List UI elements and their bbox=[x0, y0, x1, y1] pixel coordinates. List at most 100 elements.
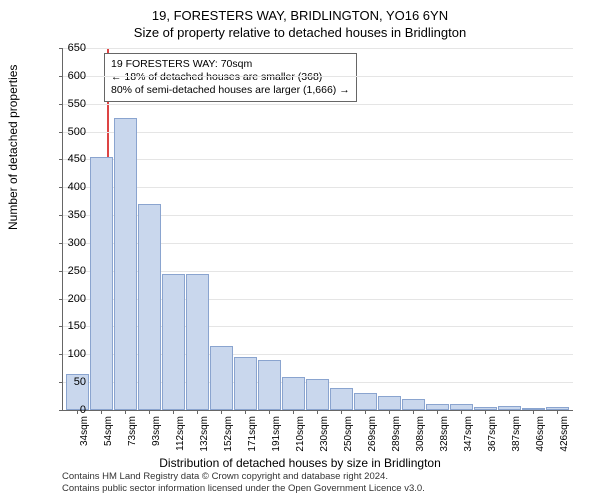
plot-area: 19 FORESTERS WAY: 70sqm ← 18% of detache… bbox=[62, 48, 573, 411]
ytick-mark bbox=[59, 299, 63, 300]
xtick-label: 171sqm bbox=[247, 416, 258, 452]
xtick-mark bbox=[461, 410, 462, 414]
xtick-mark bbox=[485, 410, 486, 414]
xtick-mark bbox=[269, 410, 270, 414]
xtick-label: 230sqm bbox=[319, 416, 330, 452]
ytick-label: 200 bbox=[68, 293, 86, 305]
xtick-label: 54sqm bbox=[103, 416, 114, 446]
footnote-l2: Contains public sector information licen… bbox=[62, 483, 425, 494]
xtick-label: 210sqm bbox=[295, 416, 306, 452]
xtick-mark bbox=[293, 410, 294, 414]
ytick-mark bbox=[59, 132, 63, 133]
gridline-h bbox=[63, 187, 573, 188]
ytick-label: 400 bbox=[68, 181, 86, 193]
ytick-label: 600 bbox=[68, 70, 86, 82]
xtick-label: 152sqm bbox=[223, 416, 234, 452]
xtick-mark bbox=[437, 410, 438, 414]
xtick-mark bbox=[197, 410, 198, 414]
histogram-bar bbox=[402, 399, 425, 410]
ytick-label: 50 bbox=[74, 376, 86, 388]
footnote: Contains HM Land Registry data © Crown c… bbox=[62, 471, 425, 494]
xtick-mark bbox=[221, 410, 222, 414]
histogram-bar bbox=[354, 393, 377, 410]
xtick-mark bbox=[317, 410, 318, 414]
xtick-mark bbox=[341, 410, 342, 414]
gridline-h bbox=[63, 104, 573, 105]
annotation-l3: 80% of semi-detached houses are larger (… bbox=[111, 84, 350, 97]
ytick-label: 500 bbox=[68, 126, 86, 138]
gridline-h bbox=[63, 76, 573, 77]
gridline-h bbox=[63, 48, 573, 49]
ytick-mark bbox=[59, 382, 63, 383]
y-axis-label: Number of detached properties bbox=[6, 65, 20, 230]
xtick-label: 387sqm bbox=[511, 416, 522, 452]
histogram-bar bbox=[378, 396, 401, 410]
annotation-l2: ← 18% of detached houses are smaller (36… bbox=[111, 71, 350, 84]
ytick-label: 100 bbox=[68, 348, 86, 360]
ytick-mark bbox=[59, 48, 63, 49]
gridline-h bbox=[63, 159, 573, 160]
ytick-label: 150 bbox=[68, 320, 86, 332]
histogram-bar bbox=[258, 360, 281, 410]
ytick-mark bbox=[59, 410, 63, 411]
ytick-label: 650 bbox=[68, 42, 86, 54]
histogram-bar bbox=[114, 118, 137, 410]
annotation-l1: 19 FORESTERS WAY: 70sqm bbox=[111, 58, 350, 71]
ytick-mark bbox=[59, 354, 63, 355]
xtick-mark bbox=[101, 410, 102, 414]
ytick-mark bbox=[59, 187, 63, 188]
histogram-bar bbox=[282, 377, 305, 410]
ytick-mark bbox=[59, 76, 63, 77]
title-line-2: Size of property relative to detached ho… bbox=[0, 23, 600, 40]
xtick-label: 406sqm bbox=[535, 416, 546, 452]
xtick-label: 250sqm bbox=[343, 416, 354, 452]
histogram-bar bbox=[186, 274, 209, 410]
xtick-label: 308sqm bbox=[415, 416, 426, 452]
xtick-label: 73sqm bbox=[127, 416, 138, 446]
xtick-label: 367sqm bbox=[487, 416, 498, 452]
xtick-label: 347sqm bbox=[463, 416, 474, 452]
xtick-label: 112sqm bbox=[175, 416, 186, 451]
xtick-label: 289sqm bbox=[391, 416, 402, 452]
xtick-mark bbox=[413, 410, 414, 414]
histogram-bar bbox=[306, 379, 329, 410]
ytick-label: 350 bbox=[68, 209, 86, 221]
xtick-mark bbox=[173, 410, 174, 414]
annotation-box: 19 FORESTERS WAY: 70sqm ← 18% of detache… bbox=[104, 53, 357, 102]
xtick-label: 191sqm bbox=[271, 416, 282, 452]
xtick-mark bbox=[149, 410, 150, 414]
xtick-mark bbox=[509, 410, 510, 414]
ytick-mark bbox=[59, 159, 63, 160]
xtick-mark bbox=[365, 410, 366, 414]
histogram-bar bbox=[234, 357, 257, 410]
ytick-mark bbox=[59, 215, 63, 216]
gridline-h bbox=[63, 132, 573, 133]
xtick-label: 34sqm bbox=[79, 416, 90, 446]
footnote-l1: Contains HM Land Registry data © Crown c… bbox=[62, 471, 425, 482]
xtick-mark bbox=[245, 410, 246, 414]
ytick-mark bbox=[59, 243, 63, 244]
histogram-bar bbox=[330, 388, 353, 410]
ytick-label: 250 bbox=[68, 265, 86, 277]
xtick-label: 132sqm bbox=[199, 416, 210, 452]
xtick-label: 269sqm bbox=[367, 416, 378, 452]
xtick-label: 426sqm bbox=[559, 416, 570, 452]
xtick-mark bbox=[125, 410, 126, 414]
ytick-label: 0 bbox=[80, 404, 86, 416]
chart-container: 19, FORESTERS WAY, BRIDLINGTON, YO16 6YN… bbox=[0, 0, 600, 500]
histogram-bar bbox=[90, 157, 113, 410]
ytick-mark bbox=[59, 326, 63, 327]
title-line-1: 19, FORESTERS WAY, BRIDLINGTON, YO16 6YN bbox=[0, 0, 600, 23]
histogram-bar bbox=[210, 346, 233, 410]
ytick-mark bbox=[59, 104, 63, 105]
x-axis-label: Distribution of detached houses by size … bbox=[0, 456, 600, 470]
xtick-mark bbox=[557, 410, 558, 414]
xtick-mark bbox=[77, 410, 78, 414]
xtick-mark bbox=[389, 410, 390, 414]
ytick-label: 300 bbox=[68, 237, 86, 249]
ytick-label: 450 bbox=[68, 153, 86, 165]
xtick-label: 328sqm bbox=[439, 416, 450, 452]
ytick-mark bbox=[59, 271, 63, 272]
histogram-bar bbox=[162, 274, 185, 410]
xtick-label: 93sqm bbox=[151, 416, 162, 446]
